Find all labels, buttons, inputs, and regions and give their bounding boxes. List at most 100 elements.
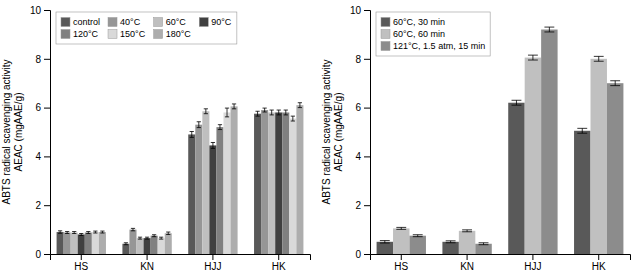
error-bar: [396, 227, 406, 229]
x-tick-label: HK: [592, 261, 606, 272]
y-tick-label: 0: [355, 249, 361, 260]
series: [377, 100, 591, 254]
bar: [231, 106, 238, 254]
bar: [202, 111, 209, 254]
x-tick: HJJ: [524, 254, 541, 272]
x-tick-label: HJJ: [524, 261, 541, 272]
y-axis-title-line: AEAC (mgAAE/g): [333, 93, 344, 172]
bar: [296, 105, 303, 254]
error-bar: [479, 243, 489, 245]
legend: 60°C, 30 min 60°C, 60 min 121°C, 1.5 atm, …: [376, 12, 490, 56]
error-bar: [544, 27, 554, 32]
legend-swatch: [61, 18, 70, 27]
x-tick-mark: [212, 254, 213, 260]
bar: [71, 233, 78, 254]
y-tick-mark: [44, 59, 50, 60]
series: [99, 103, 304, 254]
y-tick: 6: [35, 102, 50, 113]
panel: 0246810HSKNHJJHKABTS radical scavenging …: [1, 5, 311, 272]
y-tick: 6: [355, 102, 370, 113]
y-tick-mark: [364, 205, 370, 206]
legend-label: 121°C, 1.5 atm, 15 min: [393, 41, 485, 51]
x-tick-label: HS: [394, 261, 408, 272]
y-tick-label: 0: [35, 249, 41, 260]
error-bar: [380, 241, 390, 243]
legend-item: 60°C, 30 min: [381, 17, 445, 27]
y-axis-title-line: AEAC (mgAAE/g): [13, 93, 24, 172]
x-tick: HS: [74, 254, 88, 272]
x-tick-mark: [81, 254, 82, 260]
legend-swatch: [108, 18, 117, 27]
x-axis: HSKNHJJHK: [51, 254, 311, 272]
plot-area: [377, 27, 624, 254]
error-bar: [232, 104, 236, 109]
y-tick: 10: [30, 5, 50, 16]
error-bar: [65, 232, 69, 234]
error-bar: [204, 109, 208, 114]
bar: [393, 228, 409, 254]
y-tick: 0: [35, 249, 50, 260]
legend-label: 90°C: [211, 17, 232, 27]
y-tick: 4: [355, 151, 370, 162]
bar: [442, 242, 458, 254]
error-bar: [413, 235, 423, 237]
error-bar: [462, 230, 472, 232]
bar: [275, 112, 282, 254]
error-bar: [610, 81, 620, 86]
legend-label: 40°C: [120, 17, 141, 27]
x-tick-label: HS: [74, 261, 88, 272]
bar: [261, 110, 268, 254]
x-tick-mark: [467, 254, 468, 260]
y-tick-label: 10: [350, 5, 362, 16]
y-tick-mark: [364, 156, 370, 157]
y-tick-mark: [364, 10, 370, 11]
y-tick-label: 4: [35, 151, 41, 162]
y-tick: 2: [355, 200, 370, 211]
series: [409, 27, 623, 254]
series: [393, 55, 607, 254]
y-tick-mark: [44, 156, 50, 157]
legend-item: 40°C: [108, 17, 141, 27]
legend-swatch: [199, 18, 208, 27]
error-bar: [93, 231, 97, 233]
bar: [209, 145, 216, 254]
legend-label: control: [73, 17, 100, 27]
bar: [137, 238, 144, 254]
legend-label: 60°C, 60 min: [393, 29, 445, 39]
error-bar: [263, 108, 267, 112]
error-bar: [145, 237, 149, 239]
bar: [129, 230, 136, 254]
y-axis-title: ABTS radical scavenging activityAEAC (mg…: [321, 59, 344, 204]
bar: [377, 242, 393, 254]
error-bar: [594, 56, 604, 61]
error-bar: [100, 231, 104, 233]
error-bar: [159, 237, 163, 239]
legend-swatch: [381, 30, 390, 39]
bar: [282, 112, 289, 254]
error-bar: [284, 110, 288, 115]
error-bar: [197, 122, 201, 128]
bar: [92, 232, 99, 254]
y-tick-mark: [44, 10, 50, 11]
bar: [525, 58, 541, 254]
y-tick-mark: [364, 59, 370, 60]
bar: [151, 236, 158, 254]
legend-item: 120°C: [61, 29, 99, 39]
bar: [289, 119, 296, 254]
x-tick-mark: [598, 254, 599, 260]
legend-item: 150°C: [108, 29, 146, 39]
legend-item: 121°C, 1.5 atm, 15 min: [381, 41, 485, 51]
x-tick: HJJ: [204, 254, 221, 272]
bar: [165, 233, 172, 254]
legend-swatch: [154, 30, 163, 39]
y-tick-mark: [44, 205, 50, 206]
legend-item: 90°C: [199, 17, 232, 27]
x-tick-mark: [278, 254, 279, 260]
x-tick-label: HJJ: [204, 261, 221, 272]
bar: [78, 234, 85, 254]
error-bar: [255, 111, 259, 116]
error-bar: [79, 234, 83, 236]
legend-swatch: [381, 42, 390, 51]
legend-label: 60°C, 30 min: [393, 17, 445, 27]
error-bar: [211, 142, 215, 148]
